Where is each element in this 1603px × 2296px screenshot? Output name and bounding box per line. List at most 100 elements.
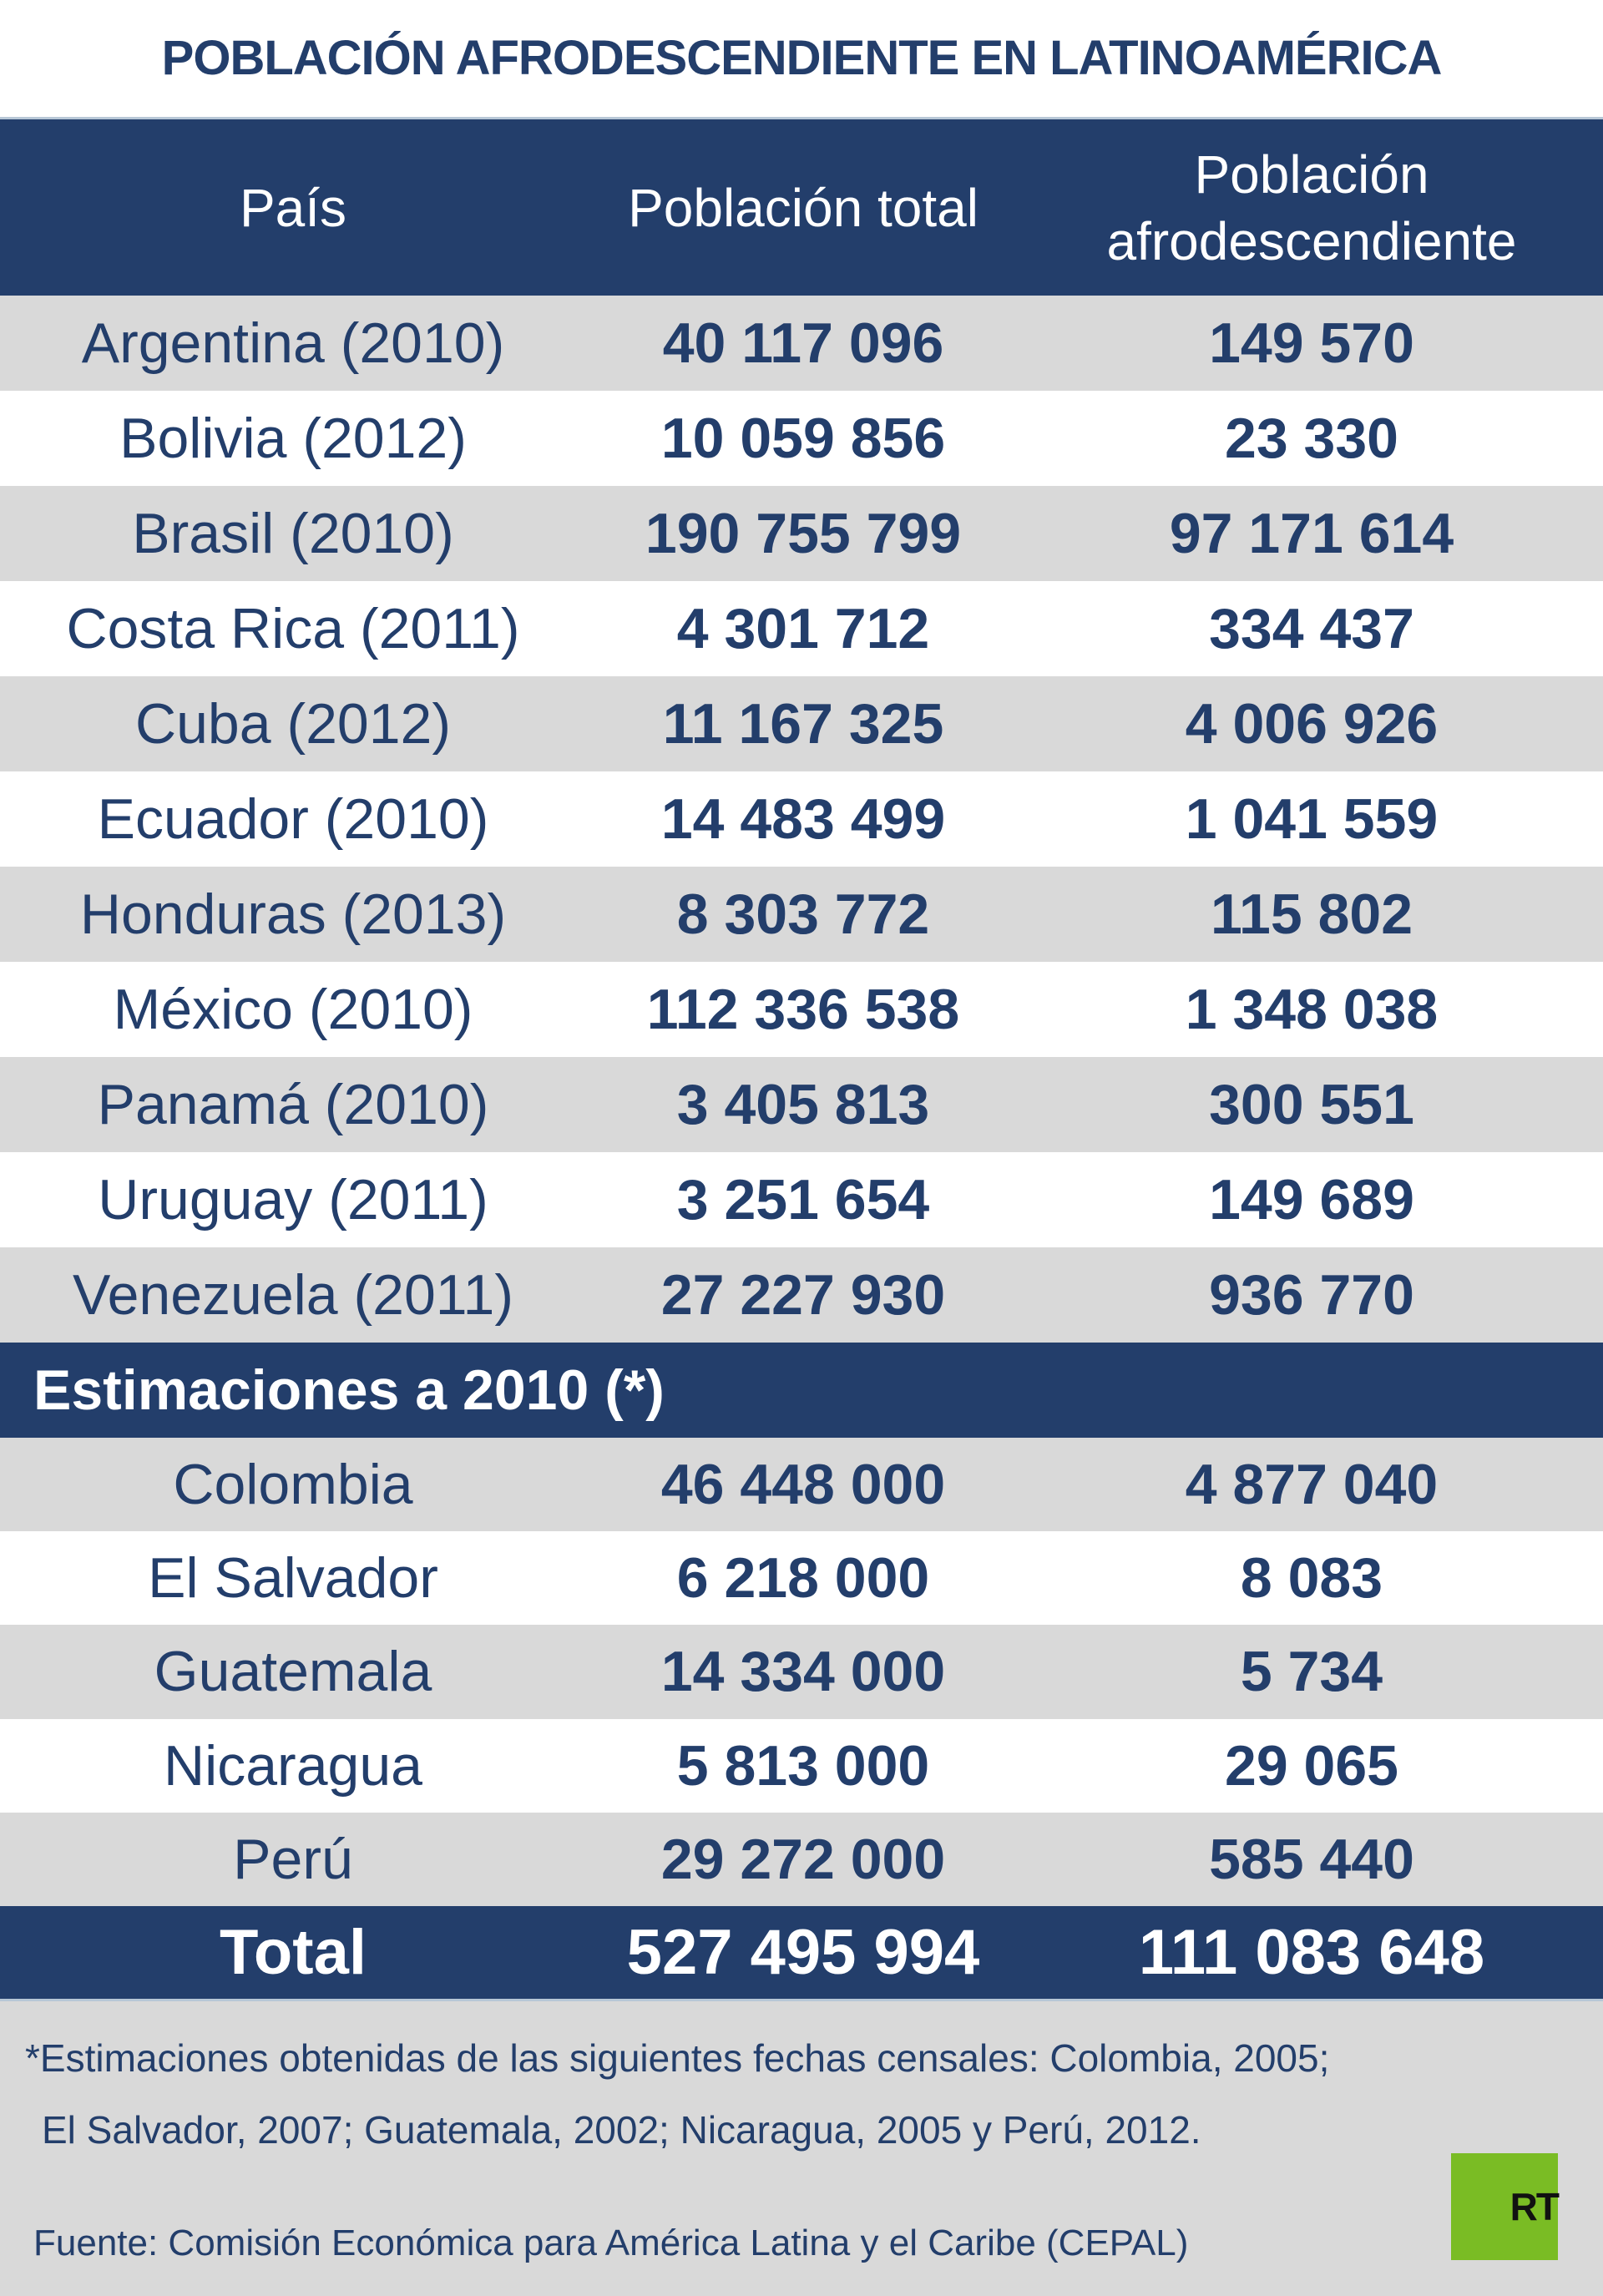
- cell-country: Brasil (2010): [0, 486, 586, 581]
- footnote: *Estimaciones obtenidas de las siguiente…: [25, 2022, 1578, 2166]
- total-value: 3 405 813: [676, 1073, 930, 1136]
- cell-total: 3 405 813: [586, 1057, 1020, 1152]
- cell-afro: 8 083: [1020, 1531, 1603, 1625]
- estimates-header-text: Estimaciones a 2010 (*): [33, 1358, 665, 1422]
- total-value: 10 059 856: [660, 407, 946, 470]
- cell-total: 6 218 000: [586, 1531, 1020, 1625]
- cell-total: 11 167 325: [586, 676, 1020, 771]
- country-value: Nicaragua: [164, 1733, 422, 1798]
- table-row: Ecuador (2010) 14 483 499 1 041 559: [0, 771, 1603, 867]
- header-afro: Población afrodescendiente: [1020, 119, 1603, 296]
- cell-country: Venezuela (2011): [0, 1247, 586, 1343]
- total-value: 27 227 930: [660, 1263, 946, 1327]
- cell-country: Cuba (2012): [0, 676, 586, 771]
- country-value: Colombia: [173, 1453, 413, 1517]
- total-population: 527 495 994: [626, 1917, 980, 1988]
- total-value: 46 448 000: [660, 1453, 946, 1517]
- afro-value: 936 770: [1209, 1263, 1414, 1327]
- afro-value: 1 348 038: [1185, 978, 1439, 1041]
- cell-country: Ecuador (2010): [0, 771, 586, 867]
- table-row: Brasil (2010) 190 755 799 97 171 614: [0, 486, 1603, 581]
- total-value: 190 755 799: [645, 502, 962, 565]
- footer: *Estimaciones obtenidas de las siguiente…: [0, 2001, 1603, 2296]
- total-value: 29 272 000: [660, 1827, 946, 1891]
- cell-total: 27 227 930: [586, 1247, 1020, 1343]
- cell-afro: 149 570: [1020, 296, 1603, 391]
- cell-country: Bolivia (2012): [0, 391, 586, 486]
- afro-value: 4 877 040: [1185, 1453, 1439, 1517]
- total-value: 14 483 499: [660, 787, 946, 851]
- rt-logo-text: RT: [1509, 2185, 1560, 2228]
- cell-country: México (2010): [0, 962, 586, 1057]
- afro-value: 23 330: [1225, 407, 1398, 470]
- cell-total: 190 755 799: [586, 486, 1020, 581]
- cell-country: Argentina (2010): [0, 296, 586, 391]
- cell-total: 8 303 772: [586, 867, 1020, 962]
- table-row: Guatemala 14 334 000 5 734: [0, 1625, 1603, 1719]
- cell-total: 14 334 000: [586, 1625, 1020, 1718]
- total-afro: 111 083 648: [1138, 1917, 1485, 1988]
- total-label: Total: [220, 1917, 367, 1988]
- cell-afro: 334 437: [1020, 581, 1603, 676]
- total-value: 5 813 000: [676, 1733, 930, 1798]
- afro-value: 97 171 614: [1169, 502, 1454, 565]
- total-value: 3 251 654: [676, 1168, 930, 1231]
- table-row: Colombia 46 448 000 4 877 040: [0, 1438, 1603, 1532]
- cell-total: 46 448 000: [586, 1438, 1020, 1531]
- total-label-cell: Total: [0, 1906, 586, 1999]
- cell-afro: 97 171 614: [1020, 486, 1603, 581]
- afro-value: 4 006 926: [1185, 692, 1439, 756]
- table-row: Panamá (2010) 3 405 813 300 551: [0, 1057, 1603, 1152]
- cell-total: 4 301 712: [586, 581, 1020, 676]
- page-title: POBLACIÓN AFRODESCENDIENTE EN LATINOAMÉR…: [0, 0, 1603, 117]
- cell-afro: 1 041 559: [1020, 771, 1603, 867]
- total-row: Total 527 495 994 111 083 648: [0, 1906, 1603, 2001]
- table-row: El Salvador 6 218 000 8 083: [0, 1531, 1603, 1626]
- total-value: 14 334 000: [660, 1640, 946, 1704]
- cell-afro: 115 802: [1020, 867, 1603, 962]
- cell-afro: 4 877 040: [1020, 1438, 1603, 1531]
- table-row: Uruguay (2011) 3 251 654 149 689: [0, 1152, 1603, 1247]
- source: Fuente: Comisión Económica para América …: [33, 2223, 1188, 2264]
- afro-value: 149 570: [1209, 311, 1414, 375]
- table-row: Venezuela (2011) 27 227 930 936 770: [0, 1247, 1603, 1343]
- header-total: Población total: [586, 119, 1020, 296]
- afro-value: 334 437: [1209, 597, 1414, 660]
- country-value: Brasil (2010): [132, 502, 454, 565]
- afro-value: 5 734: [1240, 1640, 1383, 1704]
- cell-afro: 936 770: [1020, 1247, 1603, 1343]
- cell-total: 29 272 000: [586, 1813, 1020, 1906]
- title-text: POBLACIÓN AFRODESCENDIENTE EN LATINOAMÉR…: [161, 31, 1443, 85]
- table-row: Perú 29 272 000 585 440: [0, 1812, 1603, 1906]
- country-value: Argentina (2010): [81, 311, 505, 375]
- cell-country: Guatemala: [0, 1625, 586, 1718]
- cell-total: 10 059 856: [586, 391, 1020, 486]
- footnote-line1: *Estimaciones obtenidas de las siguiente…: [25, 2036, 1330, 2080]
- rt-logo: RT: [1451, 2153, 1560, 2260]
- cell-afro: 300 551: [1020, 1057, 1603, 1152]
- cell-total: 40 117 096: [586, 296, 1020, 391]
- total-afro-cell: 111 083 648: [1020, 1906, 1603, 1999]
- cell-country: Nicaragua: [0, 1719, 586, 1813]
- afro-value: 300 551: [1209, 1073, 1414, 1136]
- country-value: Venezuela (2011): [72, 1263, 514, 1327]
- table-header: País Población total Población afrodescen…: [0, 117, 1603, 296]
- country-value: Honduras (2013): [79, 882, 507, 946]
- cell-total: 112 336 538: [586, 962, 1020, 1057]
- table-row: México (2010) 112 336 538 1 348 038: [0, 962, 1603, 1057]
- header-afro-line2: afrodescendiente: [1106, 210, 1517, 271]
- header-country: País: [0, 119, 586, 296]
- cell-total: 3 251 654: [586, 1152, 1020, 1247]
- cell-afro: 585 440: [1020, 1813, 1603, 1906]
- table-row: Honduras (2013) 8 303 772 115 802: [0, 867, 1603, 962]
- country-value: Costa Rica (2011): [66, 597, 520, 660]
- footnote-line2: El Salvador, 2007; Guatemala, 2002; Nica…: [42, 2108, 1201, 2152]
- source-text: Fuente: Comisión Económica para América …: [33, 2223, 1189, 2263]
- table-row: Costa Rica (2011) 4 301 712 334 437: [0, 581, 1603, 676]
- table-row: Bolivia (2012) 10 059 856 23 330: [0, 391, 1603, 486]
- country-value: Perú: [233, 1827, 353, 1891]
- cell-afro: 5 734: [1020, 1625, 1603, 1718]
- afro-value: 8 083: [1240, 1546, 1383, 1611]
- cell-total: 14 483 499: [586, 771, 1020, 867]
- cell-country: El Salvador: [0, 1531, 586, 1625]
